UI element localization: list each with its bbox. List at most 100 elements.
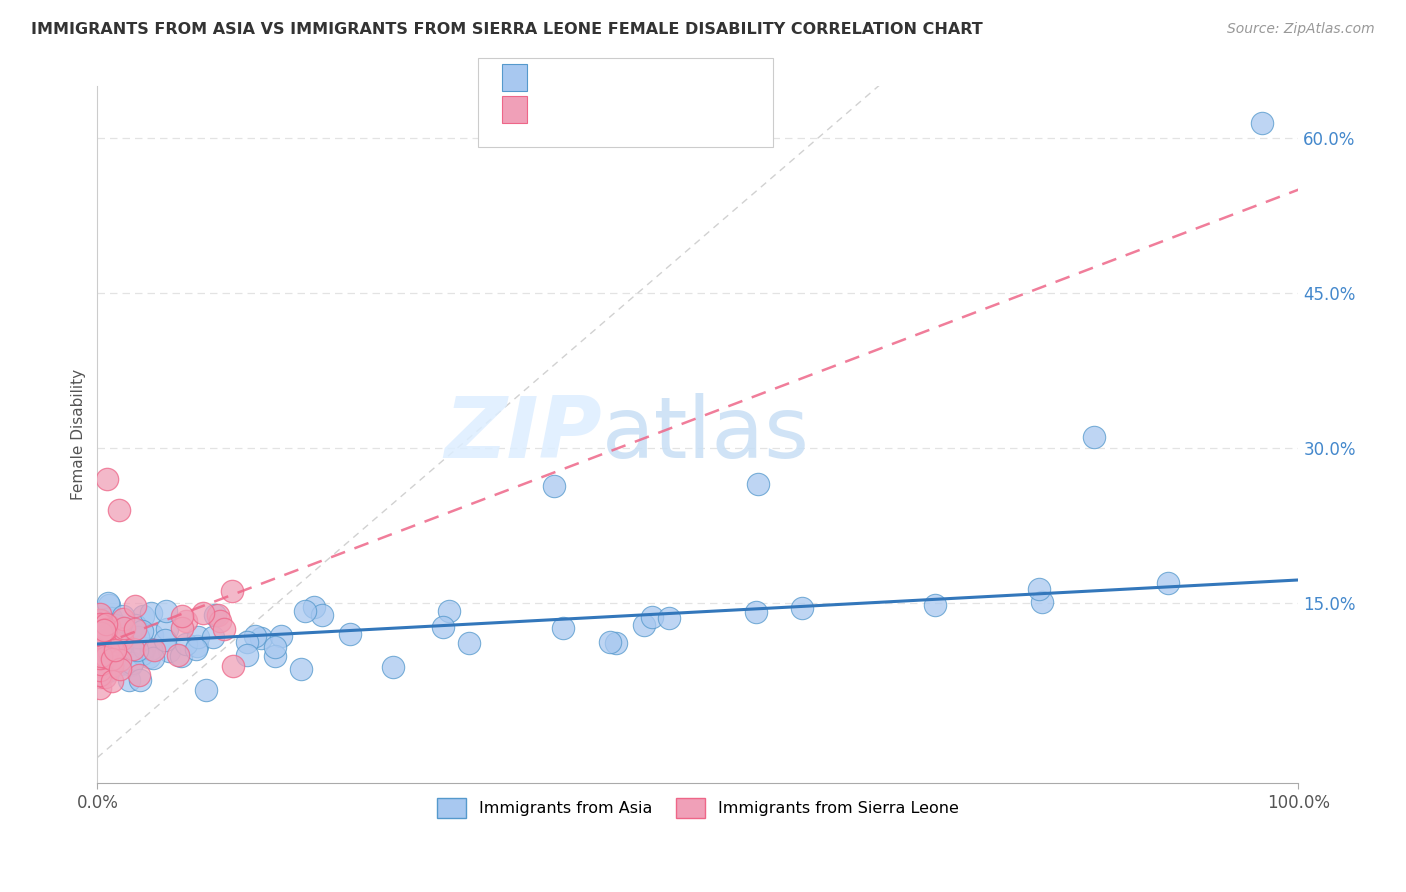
Point	[207, 607, 229, 622]
Point	[142, 651, 165, 665]
Point	[93, 636, 115, 650]
Point	[125, 642, 148, 657]
Point	[290, 663, 312, 677]
Point	[91, 630, 114, 644]
Point	[167, 648, 190, 663]
Point	[97, 596, 120, 610]
Text: atlas: atlas	[602, 393, 810, 476]
Point	[90, 614, 112, 628]
Point	[131, 647, 153, 661]
Point	[270, 629, 292, 643]
Point	[222, 658, 245, 673]
Point	[93, 632, 115, 647]
Point	[124, 599, 146, 613]
Point	[90, 614, 112, 628]
Point	[1083, 430, 1105, 444]
Text: N =: N =	[643, 69, 690, 87]
Point	[90, 621, 112, 635]
Point	[186, 639, 208, 653]
Point	[1251, 115, 1274, 129]
Point	[93, 623, 115, 637]
Point	[174, 615, 197, 629]
Point	[191, 607, 214, 621]
Text: Source: ZipAtlas.com: Source: ZipAtlas.com	[1227, 22, 1375, 37]
Point	[111, 612, 134, 626]
Point	[170, 649, 193, 664]
Point	[89, 663, 111, 677]
Point	[90, 633, 112, 648]
Point	[1031, 595, 1053, 609]
Point	[110, 638, 132, 652]
Point	[96, 622, 118, 636]
Point	[104, 641, 127, 656]
Point	[640, 610, 662, 624]
Point	[89, 616, 111, 631]
Point	[139, 606, 162, 620]
Point	[101, 673, 124, 688]
Point	[89, 681, 111, 695]
Point	[124, 623, 146, 637]
Point	[94, 641, 117, 656]
Point	[204, 607, 226, 622]
Point	[128, 668, 150, 682]
Point	[658, 611, 681, 625]
Point	[93, 636, 115, 650]
Text: 107: 107	[690, 69, 725, 87]
Point	[98, 623, 121, 637]
Point	[94, 670, 117, 684]
Point	[110, 653, 132, 667]
Point	[89, 657, 111, 671]
Point	[97, 619, 120, 633]
Text: R =: R =	[541, 69, 578, 87]
Point	[101, 659, 124, 673]
Point	[311, 607, 333, 622]
Point	[209, 614, 232, 628]
Point	[96, 647, 118, 661]
Point	[110, 640, 132, 655]
Point	[121, 657, 143, 671]
Point	[121, 658, 143, 673]
Point	[89, 618, 111, 632]
Point	[97, 664, 120, 678]
Point	[89, 665, 111, 680]
Point	[134, 640, 156, 655]
Point	[172, 608, 194, 623]
Point	[96, 624, 118, 638]
Point	[96, 612, 118, 626]
Point	[100, 626, 122, 640]
Y-axis label: Female Disability: Female Disability	[72, 369, 86, 500]
Point	[89, 641, 111, 656]
Point	[201, 630, 224, 644]
Point	[89, 624, 111, 638]
Point	[104, 618, 127, 632]
Point	[263, 640, 285, 654]
Point	[89, 626, 111, 640]
Point	[543, 479, 565, 493]
Point	[89, 613, 111, 627]
Point	[96, 644, 118, 658]
Point	[339, 627, 361, 641]
Text: 68: 68	[690, 101, 718, 119]
Point	[96, 472, 118, 486]
Point	[157, 644, 180, 658]
Point	[90, 617, 112, 632]
Point	[90, 658, 112, 673]
Point	[89, 632, 111, 647]
Point	[91, 618, 114, 632]
Point	[138, 649, 160, 664]
Point	[100, 651, 122, 665]
Point	[458, 636, 481, 650]
Text: 0.224: 0.224	[583, 69, 637, 87]
Point	[605, 636, 627, 650]
Point	[174, 637, 197, 651]
Point	[187, 630, 209, 644]
Point	[96, 637, 118, 651]
Point	[221, 584, 243, 599]
Point	[243, 629, 266, 643]
Point	[110, 642, 132, 657]
Point	[98, 621, 121, 635]
Text: R =: R =	[541, 101, 578, 119]
Point	[108, 502, 131, 516]
Point	[264, 648, 287, 663]
Point	[96, 652, 118, 666]
